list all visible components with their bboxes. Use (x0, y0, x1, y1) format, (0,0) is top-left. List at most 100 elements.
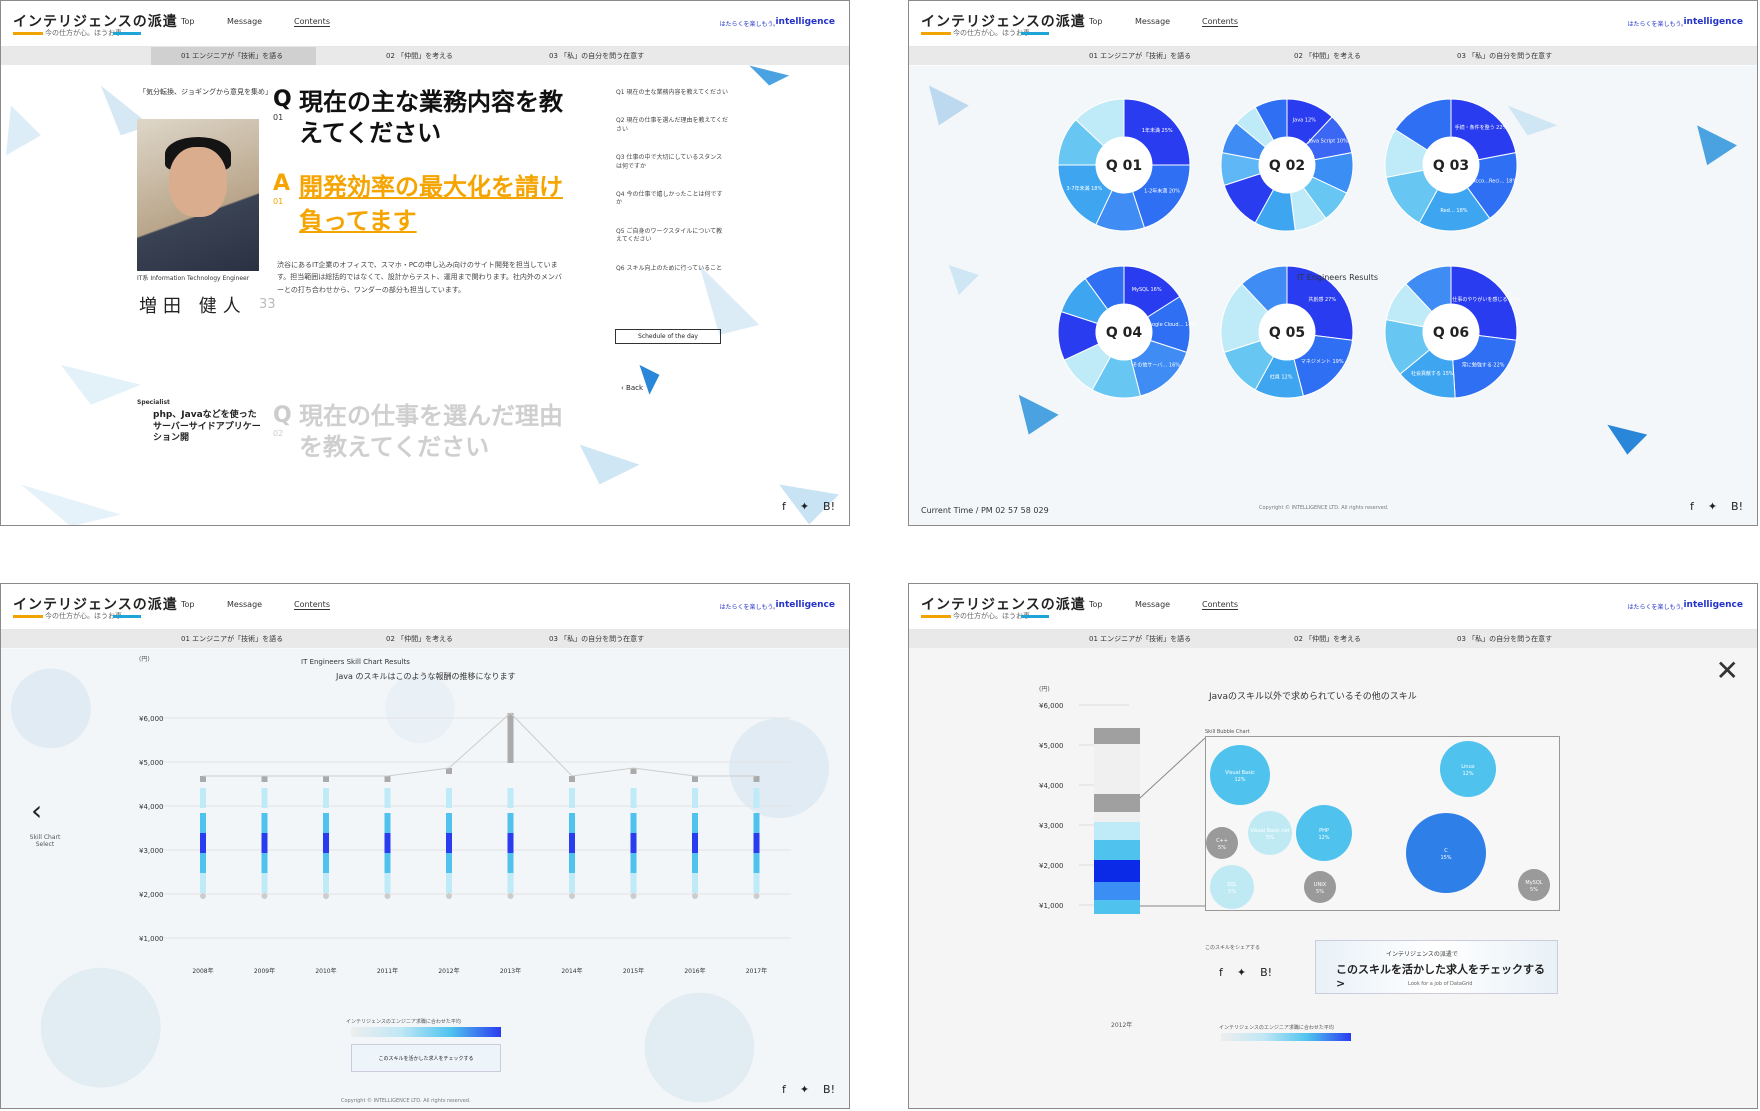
back-link[interactable]: ‹ Back (621, 384, 643, 392)
skill-bar-segment[interactable] (692, 873, 698, 893)
skill-bar-segment[interactable] (200, 788, 206, 808)
question-link-6[interactable]: Q6 スキル向上のために行っていること (616, 264, 723, 272)
skill-bar-segment[interactable] (446, 813, 452, 833)
data-point[interactable] (200, 893, 206, 899)
skill-bar-segment[interactable] (200, 873, 206, 893)
subnav-item-1[interactable]: 01 エンジニアが「技術」を語る (181, 635, 284, 643)
question-link-2[interactable]: Q2 現在の仕事を選んだ理由を教えてください (616, 117, 728, 133)
subnav-item-3[interactable]: 03 「私」の自分を問う在意す (1457, 635, 1553, 643)
nav-top[interactable]: Top (181, 600, 195, 609)
nav-top[interactable]: Top (1089, 17, 1103, 26)
bubble-c++[interactable]: C++5% (1206, 827, 1238, 859)
skill-bar-segment[interactable] (692, 853, 698, 873)
skill-bar-segment[interactable] (200, 853, 206, 873)
skill-bar-segment[interactable] (323, 788, 329, 808)
skill-bar-segment[interactable] (753, 813, 760, 833)
nav-message[interactable]: Message (1135, 600, 1171, 609)
skill-bar-segment[interactable] (569, 873, 575, 893)
skill-bar-segment[interactable] (384, 833, 391, 853)
skill-bar-segment[interactable] (630, 853, 637, 873)
hatena-icon[interactable]: B! (1731, 500, 1743, 513)
nav-contents[interactable]: Contents (1202, 17, 1238, 27)
skill-bar-segment[interactable] (507, 873, 514, 893)
skill-bar-segment[interactable] (261, 813, 268, 833)
skill-bar-segment[interactable] (261, 873, 268, 893)
skill-bar-segment[interactable] (384, 788, 391, 808)
skill-bar-segment[interactable] (630, 873, 637, 893)
stack-segment[interactable] (1094, 744, 1140, 794)
skill-bar-segment[interactable] (261, 853, 268, 873)
skill-bar-segment[interactable] (630, 788, 637, 808)
skill-bar-segment[interactable] (753, 788, 760, 808)
donut-6[interactable]: 仕事のやりがいを感じる 27% 常に勉強する 22% 社会貢献する 15% Q 06 (1384, 265, 1520, 399)
stack-segment[interactable] (1094, 794, 1140, 812)
brand-logo[interactable]: intelligence (775, 17, 835, 27)
stack-segment[interactable] (1094, 822, 1140, 840)
skill-bar-segment[interactable] (692, 833, 698, 853)
skill-bar-segment[interactable] (446, 788, 452, 808)
hatena-icon[interactable]: B! (823, 1083, 835, 1096)
data-point[interactable] (384, 893, 391, 899)
brand-logo[interactable]: intelligence (775, 600, 835, 610)
skill-bar-segment[interactable] (507, 853, 514, 873)
site-logo[interactable]: インテリジェンスの派遣 (13, 14, 178, 30)
subnav-item-1[interactable]: 01 エンジニアが「技術」を語る (1089, 635, 1192, 643)
nav-contents[interactable]: Contents (294, 600, 330, 610)
donut-3[interactable]: 手続・条件を整う 22% Acco…Reci… 18% Red… 18% Q 03 (1384, 98, 1518, 232)
skill-bar-segment[interactable] (323, 873, 329, 893)
skill-bar-segment[interactable] (323, 833, 329, 853)
question-link-4[interactable]: Q4 今の仕事で嬉しかったことは何ですか (616, 190, 723, 207)
skill-bar-segment[interactable] (446, 873, 452, 893)
site-logo[interactable]: インテリジェンスの派遣 (921, 14, 1086, 30)
skill-bar-segment[interactable] (384, 873, 391, 893)
job-check-button[interactable]: インテリジェンスの派遣で このスキルを活かした求人をチェックする > Look … (1315, 940, 1558, 994)
skill-bar-segment[interactable] (569, 788, 575, 808)
subnav-item-3[interactable]: 03 「私」の自分を問う在意す (1457, 52, 1553, 60)
site-logo[interactable]: インテリジェンスの派遣 (921, 597, 1086, 613)
stack-segment[interactable] (1094, 840, 1140, 860)
subnav-item-2[interactable]: 02 「仲間」を考える (1294, 52, 1361, 60)
subnav-item-2[interactable]: 02 「仲間」を考える (1294, 635, 1361, 643)
skill-bar-segment[interactable] (384, 853, 391, 873)
site-logo[interactable]: インテリジェンスの派遣 (13, 597, 178, 613)
data-point[interactable] (692, 893, 698, 899)
data-point[interactable] (323, 893, 329, 899)
data-point[interactable] (569, 893, 575, 899)
schedule-button[interactable]: Schedule of the day (615, 329, 721, 344)
facebook-icon[interactable]: f (1689, 500, 1694, 513)
skill-bar-segment[interactable] (200, 813, 206, 833)
skill-select-label[interactable]: Skill Chart Select (29, 834, 61, 848)
skill-bar-segment[interactable] (200, 833, 206, 853)
skill-bar-segment[interactable] (753, 853, 760, 873)
twitter-icon[interactable]: ✦ (799, 1083, 810, 1096)
hatena-icon[interactable]: B! (823, 500, 835, 513)
skill-bar-segment[interactable] (692, 788, 698, 808)
donut-5[interactable]: 共創感 27% マネジメント 19% 社員 12% Q 05 (1220, 265, 1354, 399)
facebook-icon[interactable]: f (1219, 966, 1223, 979)
data-point[interactable] (446, 893, 452, 899)
skill-bar-segment[interactable] (507, 833, 514, 853)
subnav-item-2[interactable]: 02 「仲間」を考える (386, 52, 453, 60)
skill-bar-segment[interactable] (323, 813, 329, 833)
skill-bar-segment[interactable] (569, 853, 575, 873)
job-check-button[interactable]: このスキルを活かした求人をチェックする (351, 1044, 501, 1072)
brand-logo[interactable]: intelligence (1683, 17, 1743, 27)
question-link-5[interactable]: Q5 ご自身のワークスタイルについて教えてください (616, 227, 723, 244)
nav-message[interactable]: Message (227, 600, 263, 609)
data-point[interactable] (261, 893, 268, 899)
skill-bar-segment[interactable] (261, 788, 268, 808)
subnav-item-2[interactable]: 02 「仲間」を考える (386, 635, 453, 643)
nav-top[interactable]: Top (181, 17, 195, 26)
stack-segment[interactable] (1094, 728, 1140, 744)
donut-4[interactable]: MySQL 16% Google Cloud… 14% その他サーバ… 16% Q 0… (1057, 265, 1196, 399)
skill-bar-segment[interactable] (323, 853, 329, 873)
skill-bar-segment[interactable] (507, 813, 514, 833)
skill-bar-segment[interactable] (446, 853, 452, 873)
close-icon[interactable]: ✕ (1715, 654, 1739, 687)
